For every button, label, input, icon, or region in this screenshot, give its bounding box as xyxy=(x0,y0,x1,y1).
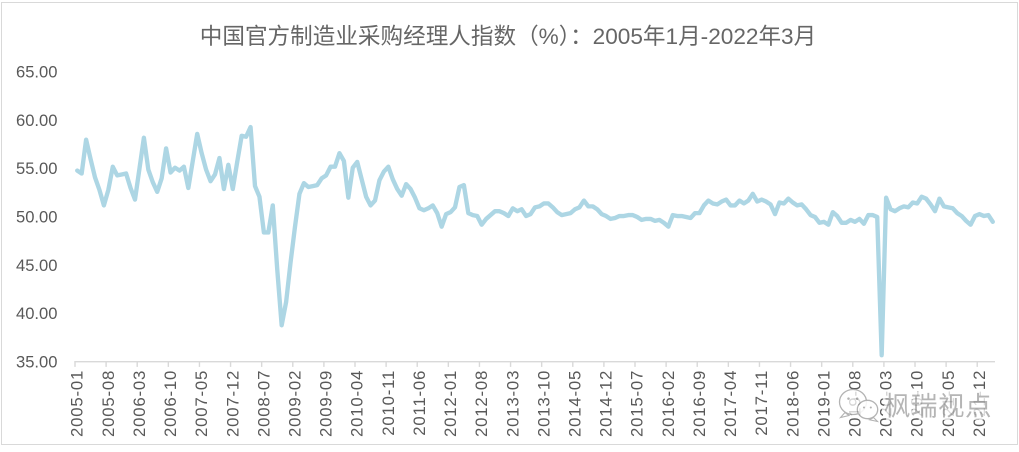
x-axis-label: 2016-09 xyxy=(690,370,709,437)
y-axis-label: 60.00 xyxy=(16,111,58,130)
x-axis-label: 2021-05 xyxy=(939,370,958,437)
x-axis-label: 2018-06 xyxy=(783,370,802,437)
wechat-logo-icon xyxy=(856,399,879,420)
wechat-logo-icon xyxy=(867,416,880,423)
x-axis-label: 2013-10 xyxy=(534,370,553,437)
wechat-logo-icon xyxy=(869,406,872,409)
chart-title: 中国官方制造业采购经理人指数（%）：2005年1月-2022年3月 xyxy=(199,24,817,49)
y-axis-label: 65.00 xyxy=(16,63,58,82)
x-axis-label: 2006-10 xyxy=(161,370,180,437)
x-axis-label: 2005-08 xyxy=(99,370,118,437)
x-axis-label: 2014-12 xyxy=(597,370,616,437)
x-axis-label: 2020-10 xyxy=(908,370,927,437)
x-axis-label: 2006-03 xyxy=(130,370,149,437)
wechat-logo-icon xyxy=(847,397,850,400)
wechat-logo-icon xyxy=(855,397,859,400)
x-axis-label: 2017-11 xyxy=(752,370,771,436)
watermark-text: 枫瑞视点 xyxy=(884,392,992,422)
y-axis-label: 50.00 xyxy=(16,208,58,227)
x-axis-label: 2019-01 xyxy=(814,370,833,437)
x-axis-label: 2017-04 xyxy=(721,370,740,437)
x-axis-label: 2020-03 xyxy=(877,370,896,437)
wechat-logo-icon xyxy=(862,406,866,409)
x-axis-label: 2013-03 xyxy=(503,370,522,437)
x-axis-label: 2011-06 xyxy=(410,370,429,436)
x-axis-label: 2007-05 xyxy=(192,370,211,437)
x-axis-label: 2015-07 xyxy=(628,370,647,437)
x-axis-label: 2021-12 xyxy=(970,370,989,437)
x-axis-label: 2016-02 xyxy=(659,370,678,437)
x-axis-label: 2010-11 xyxy=(379,370,398,436)
x-axis-label: 2009-02 xyxy=(286,370,305,437)
y-axis-label: 40.00 xyxy=(16,304,58,323)
x-axis-label: 2007-12 xyxy=(223,370,242,437)
x-axis-label: 2012-01 xyxy=(441,370,460,437)
x-axis-label: 2014-05 xyxy=(566,370,585,437)
x-axis-label: 2010-04 xyxy=(348,370,367,437)
pmi-data-line xyxy=(75,124,995,358)
y-axis-label: 35.00 xyxy=(16,353,58,372)
watermark: 枫瑞视点 xyxy=(838,388,994,424)
y-axis-label: 45.00 xyxy=(16,256,58,275)
x-axis-label: 2009-09 xyxy=(317,370,336,437)
x-axis-label: 2012-08 xyxy=(472,370,491,437)
y-axis-label: 55.00 xyxy=(16,159,58,178)
x-axis-label: 2008-07 xyxy=(254,370,273,437)
x-axis-label: 2005-01 xyxy=(68,370,87,437)
wechat-logo-icon xyxy=(838,411,851,419)
